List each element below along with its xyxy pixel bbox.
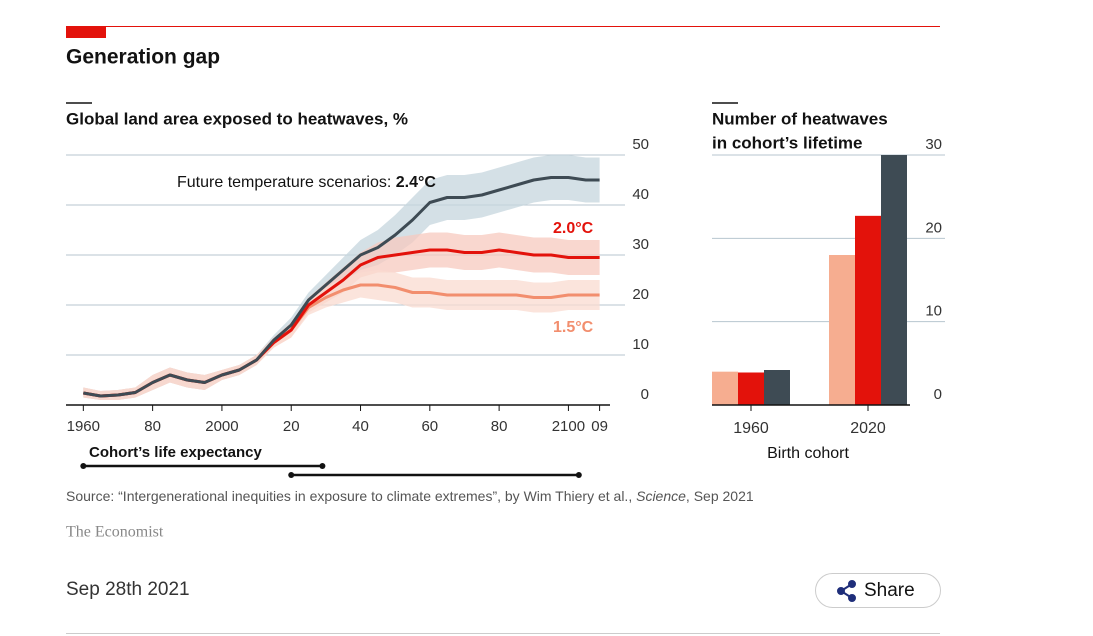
- y-tick-label: 30: [925, 136, 942, 153]
- plots: 0 10 20 30 40 50 1960 80 2000 20 40 60 80 2100 09 0 10 20…: [66, 136, 945, 478]
- uncertainty-band: [83, 232, 600, 400]
- x-tick-label: 80: [144, 418, 161, 435]
- brand-tag: [66, 26, 106, 38]
- y-tick-label: 20: [925, 219, 942, 236]
- share-button-frame[interactable]: [815, 573, 941, 608]
- y-tick-label: 10: [632, 336, 649, 353]
- bar: [881, 155, 907, 405]
- share-icon[interactable]: [837, 580, 856, 602]
- y-tick-label: 0: [934, 386, 942, 403]
- x-tick-label: 2020: [850, 420, 886, 437]
- chart-title: Number of heatwaves: [712, 109, 888, 128]
- x-tick-label: 60: [421, 418, 438, 435]
- bar: [738, 372, 764, 405]
- series-line: [83, 176, 600, 398]
- x-tick-label: 1960: [67, 418, 100, 435]
- x-tick-label: 1960: [733, 420, 769, 437]
- source: Source: “Intergenerational inequities in…: [66, 488, 754, 504]
- bar: [855, 215, 881, 405]
- x-tick-label: 40: [352, 418, 369, 435]
- series-label: 2.4°C: [396, 174, 437, 191]
- y-tick-label: 30: [632, 236, 649, 253]
- span-end: [319, 463, 326, 469]
- series-label: 1.5°C: [553, 319, 594, 336]
- x-tick-label: 2100: [552, 418, 585, 435]
- brand: The Economist: [66, 524, 164, 541]
- y-tick-label: 0: [641, 386, 649, 403]
- x-tick-label: 20: [283, 418, 300, 435]
- x-tick-label: 2000: [205, 418, 238, 435]
- y-tick-label: 20: [632, 286, 649, 303]
- date: Sep 28th 2021: [66, 579, 190, 600]
- span-end: [288, 472, 295, 478]
- bar: [764, 370, 790, 405]
- source-text: Source: “Intergenerational inequities in…: [66, 488, 636, 504]
- life-expectancy-label: Cohort’s life expectancy: [89, 444, 262, 461]
- share-label[interactable]: Share: [864, 580, 915, 601]
- x-axis-label: Birth cohort: [767, 445, 849, 462]
- chart-title: in cohort’s lifetime: [712, 133, 863, 152]
- x-tick-label: 80: [491, 418, 508, 435]
- source-text: , Sep 2021: [686, 488, 754, 504]
- uncertainty-band: [83, 270, 600, 400]
- chart-title: Global land area exposed to heatwaves, %: [66, 109, 408, 128]
- annotation-text: Future temperature scenarios:: [177, 174, 396, 191]
- annotation: Future temperature scenarios: 2.4°C: [177, 174, 436, 191]
- page-title: Generation gap: [66, 46, 220, 69]
- share-button[interactable]: Share: [815, 573, 941, 608]
- y-tick-label: 40: [632, 186, 649, 203]
- bar: [829, 255, 855, 405]
- source-journal: Science: [636, 488, 686, 504]
- bar: [712, 371, 738, 405]
- x-tick-label: 09: [591, 418, 608, 435]
- span-end: [80, 463, 87, 469]
- y-tick-label: 10: [925, 303, 942, 320]
- y-tick-label: 50: [632, 136, 649, 153]
- series-label: 2.0°C: [553, 220, 594, 237]
- span-end: [575, 472, 582, 478]
